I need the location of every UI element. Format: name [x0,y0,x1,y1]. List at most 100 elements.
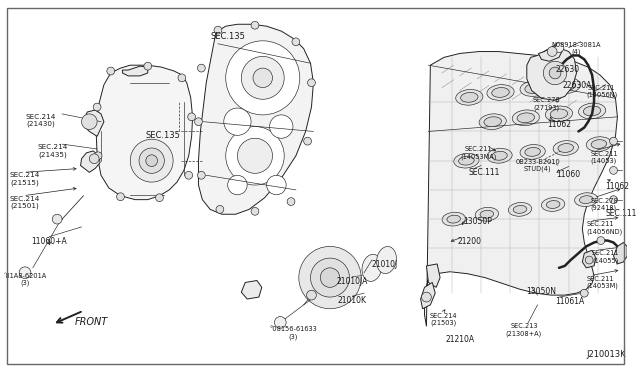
Text: 22630: 22630 [555,65,579,74]
Circle shape [216,205,224,213]
Ellipse shape [492,151,508,160]
Polygon shape [582,250,596,268]
Polygon shape [614,243,627,264]
Text: SEC.135: SEC.135 [146,131,180,141]
Circle shape [107,67,115,75]
Circle shape [241,57,284,99]
Circle shape [116,193,124,201]
Ellipse shape [579,196,593,203]
Text: SEC.211
(14056ND): SEC.211 (14056ND) [586,221,623,235]
Ellipse shape [513,205,527,213]
Circle shape [237,138,273,173]
Text: SEC.211
(14053M): SEC.211 (14053M) [586,276,618,289]
Text: 22630A: 22630A [563,81,592,90]
Text: 21010JA: 21010JA [337,277,368,286]
Ellipse shape [579,103,605,119]
Circle shape [549,67,561,79]
Text: SEC.211
(14055): SEC.211 (14055) [592,250,620,264]
Circle shape [93,103,101,111]
Polygon shape [83,110,104,136]
Circle shape [226,126,284,185]
Text: 21010K: 21010K [338,296,367,305]
Circle shape [144,62,152,70]
Text: SEC.213
(21308+A): SEC.213 (21308+A) [506,323,542,337]
Ellipse shape [550,109,568,119]
Ellipse shape [553,141,579,155]
Ellipse shape [492,87,509,97]
Ellipse shape [553,78,580,93]
Ellipse shape [520,81,547,96]
Text: 11060: 11060 [556,170,580,179]
Text: SEC.214
(21515): SEC.214 (21515) [10,172,40,186]
Circle shape [585,256,593,264]
Ellipse shape [512,110,540,126]
Text: 13050P: 13050P [463,217,492,226]
Text: SEC.214
(21430): SEC.214 (21430) [26,114,56,127]
Text: SEC.278
(92413): SEC.278 (92413) [590,198,618,211]
Ellipse shape [547,201,560,208]
Circle shape [547,46,557,57]
Text: SEC.111: SEC.111 [468,169,500,177]
Text: °08156-61633
(3): °08156-61633 (3) [269,326,317,340]
Circle shape [275,317,286,328]
Circle shape [299,246,361,309]
Circle shape [304,137,312,145]
Circle shape [19,267,31,279]
Ellipse shape [479,114,506,129]
Polygon shape [198,24,314,214]
Circle shape [94,152,102,160]
Ellipse shape [459,156,474,165]
Text: SEC.135: SEC.135 [211,32,245,41]
Text: ´81A8-6201A
(3): ´81A8-6201A (3) [3,273,47,286]
Circle shape [610,196,618,203]
Ellipse shape [461,92,478,102]
Text: N08918-3081A
(4): N08918-3081A (4) [552,42,601,55]
Ellipse shape [583,106,601,116]
Ellipse shape [558,81,575,90]
Circle shape [156,194,163,202]
Ellipse shape [362,254,382,281]
Ellipse shape [525,84,542,93]
Circle shape [307,290,316,300]
Text: 21200: 21200 [458,237,482,246]
Ellipse shape [520,145,545,159]
Circle shape [139,148,164,173]
Circle shape [214,26,222,34]
Polygon shape [122,66,148,76]
Text: FRONT: FRONT [75,317,108,327]
Text: SEC.214
(21501): SEC.214 (21501) [10,196,40,209]
Ellipse shape [525,147,540,156]
Circle shape [310,258,349,297]
Circle shape [146,155,157,167]
Ellipse shape [454,153,479,168]
Circle shape [422,292,431,302]
Text: 11060+A: 11060+A [31,237,67,246]
Text: 0B233-B2010
STUD(4): 0B233-B2010 STUD(4) [515,159,560,172]
Text: J210013K: J210013K [586,350,626,359]
Polygon shape [527,48,577,100]
Polygon shape [241,280,262,299]
Circle shape [610,137,618,145]
Ellipse shape [517,113,534,123]
Polygon shape [538,44,563,61]
Circle shape [251,208,259,215]
Circle shape [131,139,173,182]
Ellipse shape [376,247,396,273]
Ellipse shape [480,210,493,218]
Circle shape [90,154,99,164]
Ellipse shape [508,202,532,216]
Ellipse shape [475,207,499,221]
Circle shape [610,167,618,174]
Circle shape [228,175,247,195]
Circle shape [292,38,300,46]
Ellipse shape [456,90,483,105]
Ellipse shape [591,140,607,148]
Circle shape [287,198,295,205]
Circle shape [580,289,588,297]
Circle shape [198,171,205,179]
Text: 11062: 11062 [547,120,572,129]
Ellipse shape [487,148,512,163]
Circle shape [185,171,193,179]
Text: SEC.211
(14053MA): SEC.211 (14053MA) [460,146,496,160]
Circle shape [178,74,186,82]
